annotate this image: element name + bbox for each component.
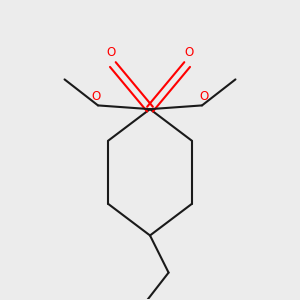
Text: O: O [106, 46, 116, 59]
Text: O: O [92, 90, 101, 103]
Text: O: O [199, 90, 208, 103]
Text: O: O [184, 46, 194, 59]
